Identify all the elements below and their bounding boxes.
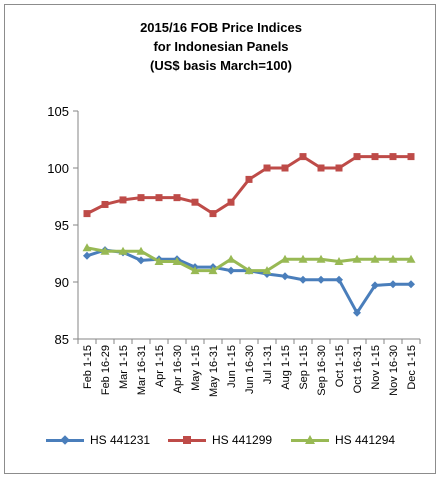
legend-swatch-series-2 [168,431,206,449]
legend-swatch-series-3 [291,431,329,449]
x-tick-label: Aug 1-15 [280,345,292,390]
x-tick-label: Jul 1-31 [262,345,274,384]
series-2-point [119,196,127,204]
series-2-point [227,198,235,206]
series-3-point [298,254,308,263]
x-tick-label: Jun 1-15 [226,345,238,388]
x-tick-label: Sep 1-15 [298,345,310,390]
series-2-point [299,153,307,161]
chart-frame [4,4,436,474]
series-3-point [208,266,218,275]
series-1-point [335,275,343,284]
y-tick-label: 95 [55,218,69,233]
series-2-point [371,153,379,161]
series-line-2 [86,155,411,216]
series-2-point [263,164,271,172]
series-2-point [407,153,415,161]
series-2-point [353,153,361,161]
series-2-point [173,194,181,202]
x-tick-label: Apr 16-30 [172,345,184,393]
series-1-point [371,281,379,290]
x-tick-label: Oct 1-15 [334,345,346,387]
legend-item-series-3: HS 441294 [291,431,395,449]
x-tick-label: Nov 16-30 [388,345,400,396]
series-1-point [407,280,415,289]
y-tick-label: 90 [55,275,69,290]
series-3-point [370,254,380,263]
series-3-point [172,256,182,265]
series-3-point [82,243,92,252]
series-1-point [83,251,91,260]
series-3-point [136,246,146,255]
chart-title-line-1: 2015/16 FOB Price Indices [140,20,302,35]
series-3-point [280,254,290,263]
y-tick-label: 105 [47,104,69,119]
series-3-point [226,254,236,263]
chart-title: 2015/16 FOB Price Indices for Indonesian… [0,18,442,75]
series-1-point [353,308,361,317]
series-3-point [118,246,128,255]
series-2-point [209,210,217,218]
series-2-point [191,198,199,206]
y-tick-label: 85 [55,332,69,347]
legend-swatch-series-1 [46,431,84,449]
series-3-point [244,266,254,275]
legend-label-series-1: HS 441231 [90,433,151,447]
series-3-point [388,254,398,263]
chart-legend: HS 441231 HS 441299 HS 441294 [0,431,442,449]
series-1-point [299,275,307,284]
series-1-point [281,272,289,281]
x-tick-label: Dec 1-15 [406,345,418,390]
series-3-point [190,266,200,275]
legend-label-series-2: HS 441299 [212,433,273,447]
series-2-point [155,194,163,202]
series-3-point [262,266,272,275]
series-3-point [334,256,344,265]
series-2-point [83,210,91,218]
x-tick-label: Mar 1-15 [118,345,130,389]
x-tick-label: Oct 16-31 [352,345,364,393]
series-3-point [352,254,362,263]
legend-item-series-1: HS 441231 [46,431,150,449]
legend-item-series-2: HS 441299 [168,431,272,449]
series-1-point [227,266,235,275]
series-2-point [317,164,325,172]
x-tick-label: Jun 16-30 [244,345,256,394]
x-tick-label: Mar 16-31 [136,345,148,395]
x-tick-label: Nov 1-15 [370,345,382,390]
x-tick-label: May 16-31 [208,345,220,397]
series-2-point [389,153,397,161]
series-2-point [281,164,289,172]
series-2-point [137,194,145,202]
chart-title-line-3: (US$ basis March=100) [150,58,292,73]
x-tick-label: May 1-15 [190,345,202,391]
series-3-point [100,246,110,255]
x-tick-label: Feb 16-29 [100,345,112,395]
series-1-point [389,280,397,289]
series-3-point [316,254,326,263]
chart-title-line-2: for Indonesian Panels [153,39,289,54]
series-1-point [317,275,325,284]
series-2-point [335,164,343,172]
x-tick-label: Sep 16-30 [316,345,328,396]
series-3-point [154,256,164,265]
legend-label-series-3: HS 441294 [335,433,396,447]
x-tick-label: Feb 1-15 [82,345,94,389]
y-tick-label: 100 [47,161,69,176]
series-1-point [137,256,145,265]
series-3-point [406,254,416,263]
series-2-point [245,175,253,183]
series-2-point [101,200,109,208]
x-tick-label: Apr 1-15 [154,345,166,387]
